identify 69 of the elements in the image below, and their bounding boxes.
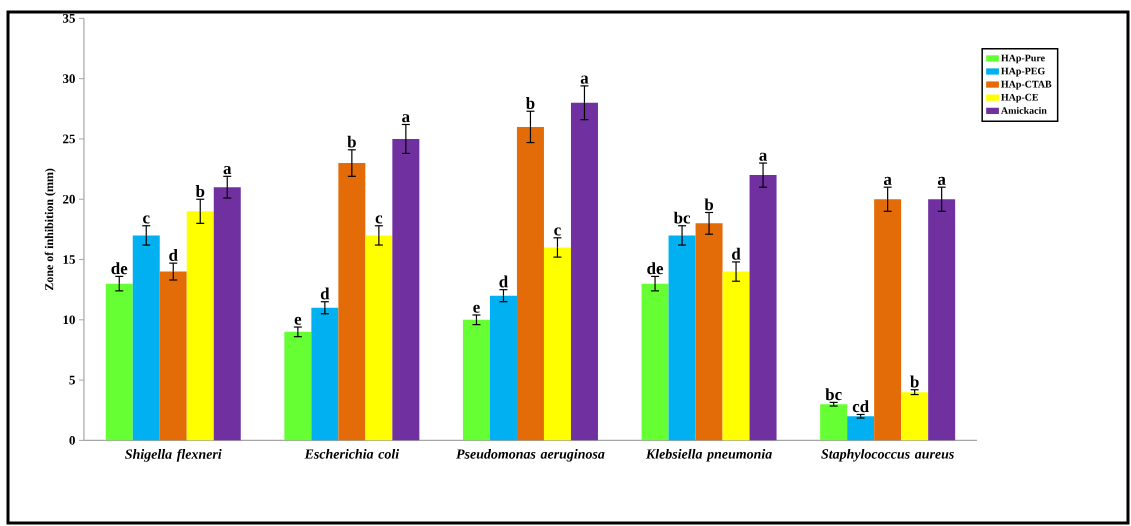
data-label: de [647,262,664,275]
bar [847,416,875,441]
data-label: bc [673,211,691,224]
data-label: a [402,114,410,123]
bar [392,138,420,441]
bar [105,283,133,441]
data-label: a [580,75,589,84]
legend-label: HAp-CE [1001,93,1039,103]
y-tick-label: 35 [62,14,75,23]
y-axis-title: Zone of inhibition (mm) [44,168,56,291]
bar [668,235,696,441]
data-label: d [169,249,178,261]
data-label: b [525,97,535,110]
data-label: a [759,152,768,161]
data-label: cd [852,400,869,413]
x-tick-label: Klebsiella pneumonia [645,448,772,462]
data-label: c [375,215,383,224]
bar [159,271,187,441]
legend-label: HAp-CTAB [1001,80,1052,90]
data-label: a [223,166,232,175]
bar [516,126,544,441]
y-tick-label: 20 [63,194,75,204]
x-tick-label: Escherichia coli [304,448,400,459]
y-tick-label: 30 [62,74,75,84]
data-label: a [883,176,892,185]
bar [722,271,750,441]
bar [338,163,366,441]
data-label: c [554,227,561,236]
data-label: b [910,375,919,388]
bar [186,211,214,441]
y-tick-label: 10 [63,315,75,325]
data-label: b [195,185,205,198]
bar [489,295,517,441]
bar [641,283,669,441]
data-label: e [294,316,302,325]
bar [901,392,929,441]
data-label: bc [825,388,842,401]
data-label: d [320,287,330,300]
bar [820,404,848,441]
data-label: b [347,135,356,148]
y-tick-label: 15 [63,255,75,264]
x-tick-label: Staphylococcus aureus [821,448,954,462]
bar [874,199,902,441]
bar [365,235,393,441]
legend-label: Amickacin [1001,106,1047,114]
data-label: d [732,247,741,260]
data-label: b [704,198,714,211]
data-label: de [111,262,128,275]
data-label: c [143,215,150,224]
legend-label: HAp-Pure [1001,54,1045,64]
bar [132,235,160,441]
bar [462,319,490,441]
bar [570,102,598,441]
legend-label: HAp-PEG [1001,67,1045,77]
bar [928,199,956,441]
data-label: a [937,176,946,185]
bar [311,307,339,441]
bar [284,331,312,441]
bar [213,187,241,441]
bar [749,175,777,441]
bar [543,247,571,441]
data-label: e [473,304,480,313]
data-label: d [499,275,508,288]
y-tick-label: 25 [63,134,75,144]
x-tick-label: Shigella flexneri [125,448,222,462]
y-tick-label: 5 [69,375,75,385]
x-tick-label: Pseudomonas aeruginosa [456,448,605,462]
y-tick-label: 0 [69,436,75,445]
bar [695,223,723,441]
